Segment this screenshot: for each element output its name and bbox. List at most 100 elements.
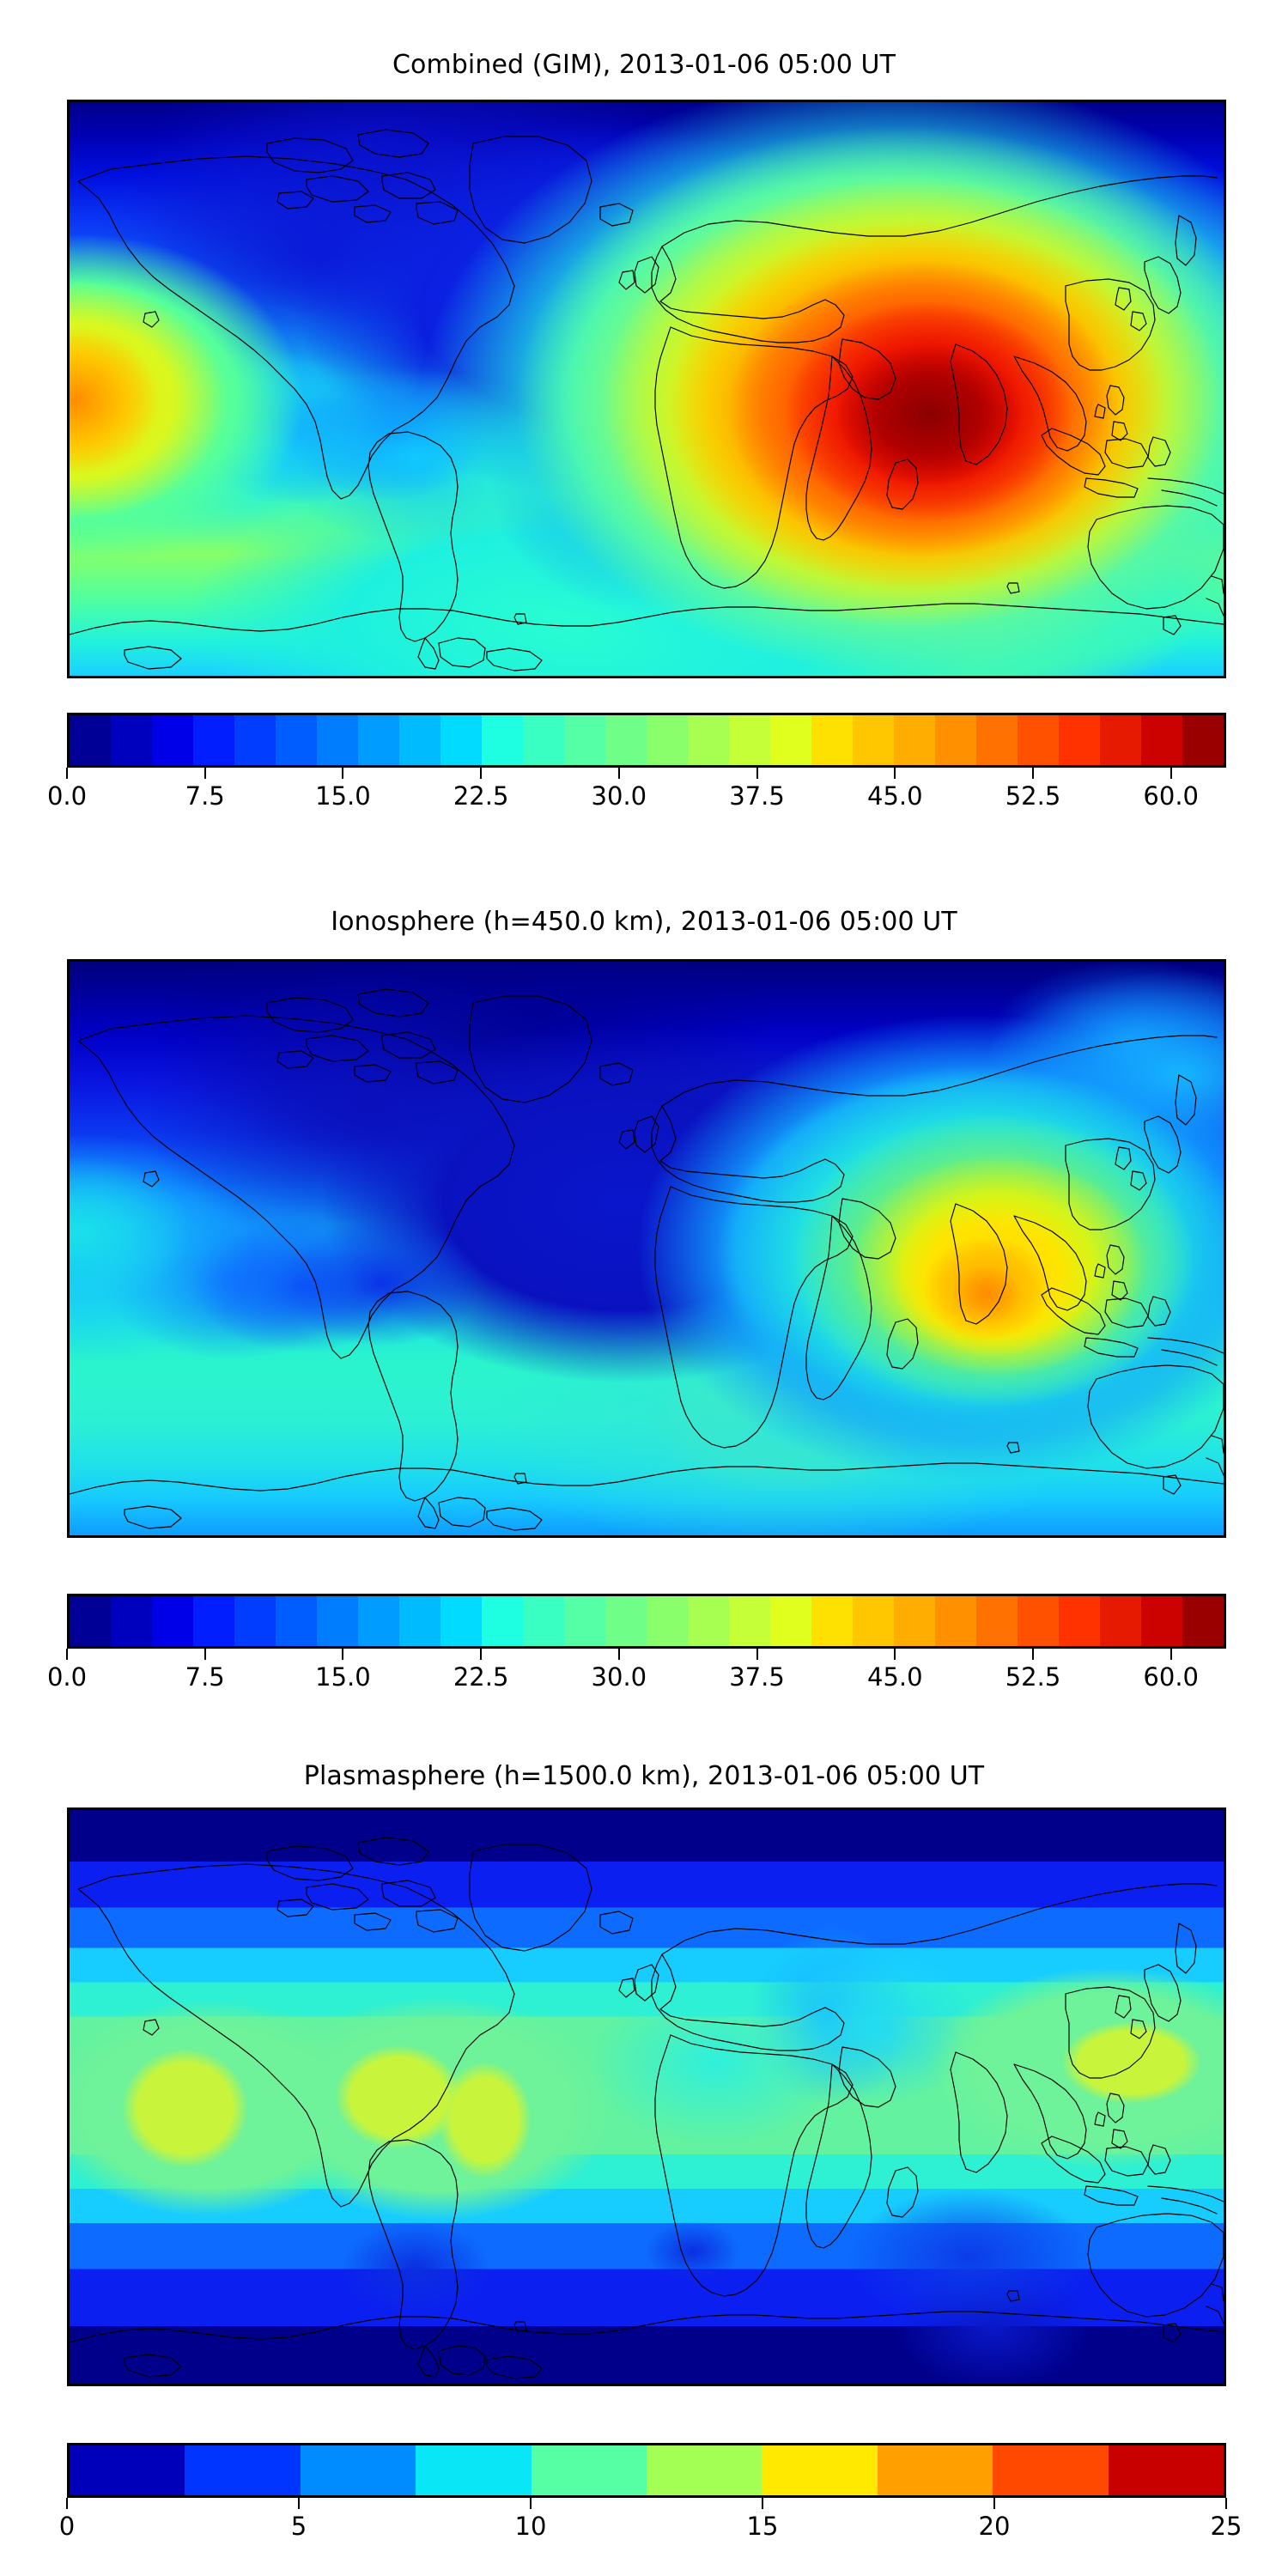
colorbar-tick-label: 30.0 (591, 781, 647, 811)
colorbar-ticks-ionosphere (66, 1649, 1226, 1662)
colorbar-tick (617, 768, 620, 779)
colorbar-tick-label: 7.5 (185, 1662, 225, 1692)
colorbar-tick-label: 0.0 (46, 781, 88, 811)
colorbar-tick (1170, 768, 1172, 779)
colorbar-band (70, 715, 111, 765)
colorbar-band (762, 2445, 878, 2495)
panel-title-plasmasphere: Plasmasphere (h=1500.0 km), 2013-01-06 0… (303, 1761, 985, 1791)
colorbar-tick (480, 768, 483, 779)
colorbar-band (482, 715, 523, 765)
colorbar-band (647, 1596, 688, 1646)
colorbar-band (234, 715, 276, 765)
colorbar-band (399, 715, 440, 765)
colorbar-band (976, 715, 1018, 765)
colorbar-tick-label: 0 (58, 2512, 76, 2541)
colorbar-tick-label: 60.0 (1143, 781, 1199, 811)
colorbar-tick-label: 20 (978, 2512, 1011, 2541)
colorbar-band (688, 715, 729, 765)
tec-field-combined (70, 102, 1224, 676)
colorbar-band (399, 1596, 440, 1646)
tec-field-plasmasphere (70, 1810, 1224, 2384)
colorbar-band (193, 715, 234, 765)
colorbar-band (605, 715, 647, 765)
colorbar-tick (894, 1649, 896, 1660)
colorbar-band (877, 2445, 993, 2495)
colorbar-band (647, 2445, 762, 2495)
colorbar-tick-label: 37.5 (729, 781, 785, 811)
colorbar-tick-label: 45.0 (866, 1662, 923, 1692)
colorbar-tick (480, 1649, 483, 1660)
colorbar-tick (530, 2498, 532, 2509)
colorbar-band (70, 1596, 111, 1646)
colorbar-band (935, 1596, 976, 1646)
colorbar-band (605, 1596, 647, 1646)
colorbar-band (317, 715, 358, 765)
colorbar-band (193, 1596, 234, 1646)
colorbar-band (152, 1596, 193, 1646)
colorbar-band (523, 1596, 564, 1646)
colorbar-tick-label: 25 (1210, 2512, 1242, 2541)
colorbar-band (853, 1596, 894, 1646)
colorbar-band (152, 715, 193, 765)
colorbar-gradient-combined (70, 715, 1224, 765)
colorbar-labels-plasmasphere: 0 5 10 15 20 25 (0, 2512, 1288, 2546)
colorbar-tick (617, 1649, 620, 1660)
colorbar-band (1141, 1596, 1182, 1646)
colorbar-tick-label: 0.0 (46, 1662, 88, 1692)
coastline-overlay-combined (70, 102, 1224, 676)
colorbar-band (1018, 715, 1059, 765)
colorbar-band (729, 1596, 770, 1646)
colorbar-band (1100, 715, 1141, 765)
colorbar-band (440, 715, 482, 765)
colorbar-band (770, 1596, 811, 1646)
colorbar-tick-label: 5 (290, 2512, 307, 2541)
colorbar-ionosphere (67, 1594, 1226, 1649)
colorbar-labels-combined: 0.0 7.5 15.0 22.5 30.0 37.5 45.0 52.5 60.0 (0, 781, 1288, 816)
map-plasmasphere (67, 1807, 1226, 2386)
colorbar-tick (66, 2498, 68, 2509)
colorbar-band (853, 715, 894, 765)
colorbar-tick-label: 37.5 (729, 1662, 785, 1692)
map-combined-gim (67, 100, 1226, 678)
colorbar-gradient-ionosphere (70, 1596, 1224, 1646)
colorbar-tick-label: 52.5 (1005, 1662, 1061, 1692)
colorbar-band (234, 1596, 276, 1646)
colorbar-band (1059, 1596, 1100, 1646)
colorbar-tick (342, 768, 344, 779)
colorbar-band (1182, 1596, 1224, 1646)
colorbar-band (1108, 2445, 1224, 2495)
coastline-overlay-plasmasphere (70, 1810, 1224, 2384)
colorbar-tick (1170, 1649, 1172, 1660)
colorbar-tick (1225, 2498, 1227, 2509)
colorbar-band (894, 715, 935, 765)
colorbar-tick (762, 2498, 763, 2509)
colorbar-tick-label: 30.0 (591, 1662, 647, 1692)
colorbar-band (894, 1596, 935, 1646)
colorbar-band (729, 715, 770, 765)
colorbar-band (482, 1596, 523, 1646)
colorbar-band (185, 2445, 301, 2495)
colorbar-band (531, 2445, 647, 2495)
colorbar-band (276, 715, 317, 765)
colorbar-tick (894, 768, 896, 779)
colorbar-labels-ionosphere: 0.0 7.5 15.0 22.5 30.0 37.5 45.0 52.5 60.0 (0, 1662, 1288, 1697)
map-ionosphere (67, 959, 1226, 1538)
colorbar-band (1100, 1596, 1141, 1646)
colorbar-band (811, 715, 853, 765)
colorbar-band (1182, 715, 1224, 765)
colorbar-tick-label: 22.5 (453, 1662, 509, 1692)
colorbar-tick-label: 15.0 (315, 1662, 371, 1692)
colorbar-band (1059, 715, 1100, 765)
colorbar-band (935, 715, 976, 765)
colorbar-band (276, 1596, 317, 1646)
colorbar-band (811, 1596, 853, 1646)
colorbar-band (70, 2445, 185, 2495)
coastline-overlay-ionosphere (70, 962, 1224, 1535)
colorbar-band (317, 1596, 358, 1646)
colorbar-tick (204, 1649, 206, 1660)
colorbar-plasmasphere (67, 2443, 1226, 2498)
colorbar-band (1141, 715, 1182, 765)
colorbar-tick (342, 1649, 344, 1660)
colorbar-ticks-combined (66, 768, 1226, 781)
